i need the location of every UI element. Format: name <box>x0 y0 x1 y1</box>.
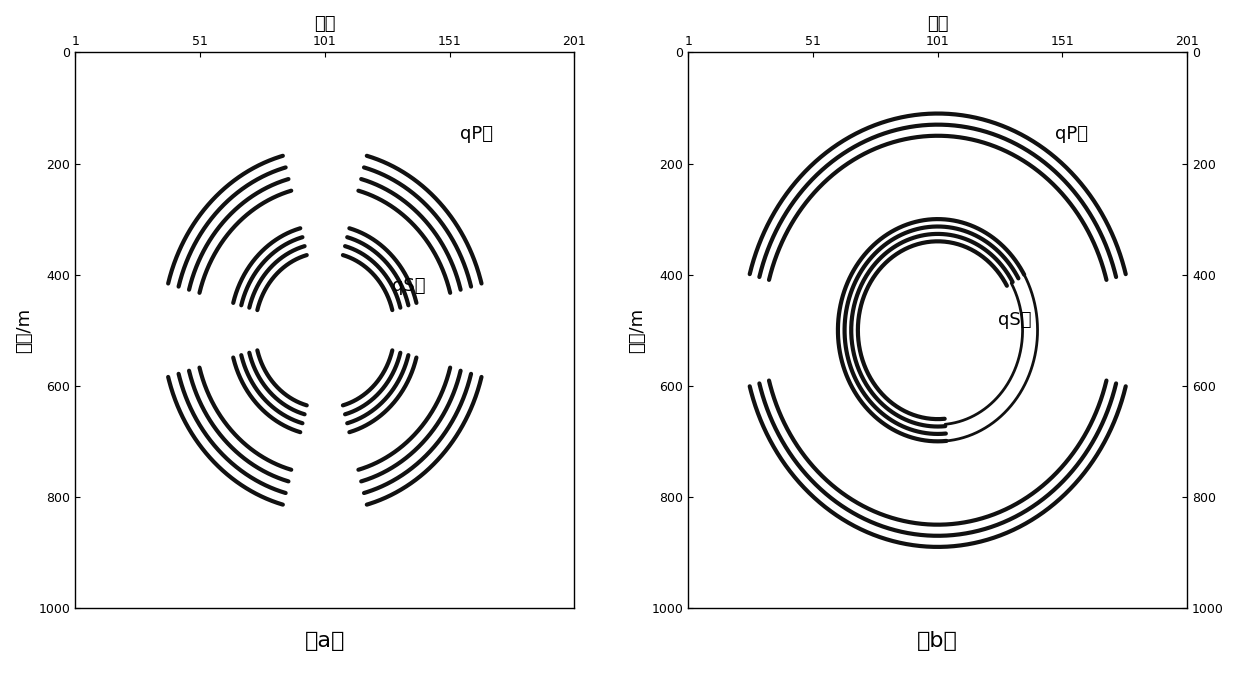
Text: qP波: qP波 <box>460 125 493 143</box>
X-axis label: 道数: 道数 <box>927 15 949 33</box>
X-axis label: 道数: 道数 <box>313 15 336 33</box>
Text: qP波: qP波 <box>1056 125 1088 143</box>
Text: （b）: （b） <box>917 631 958 651</box>
Text: qS波: qS波 <box>393 277 426 295</box>
Y-axis label: 深度/m: 深度/m <box>15 308 33 353</box>
Text: （a）: （a） <box>305 631 344 651</box>
Y-axis label: 深度/m: 深度/m <box>628 308 646 353</box>
Text: qS波: qS波 <box>997 311 1031 329</box>
